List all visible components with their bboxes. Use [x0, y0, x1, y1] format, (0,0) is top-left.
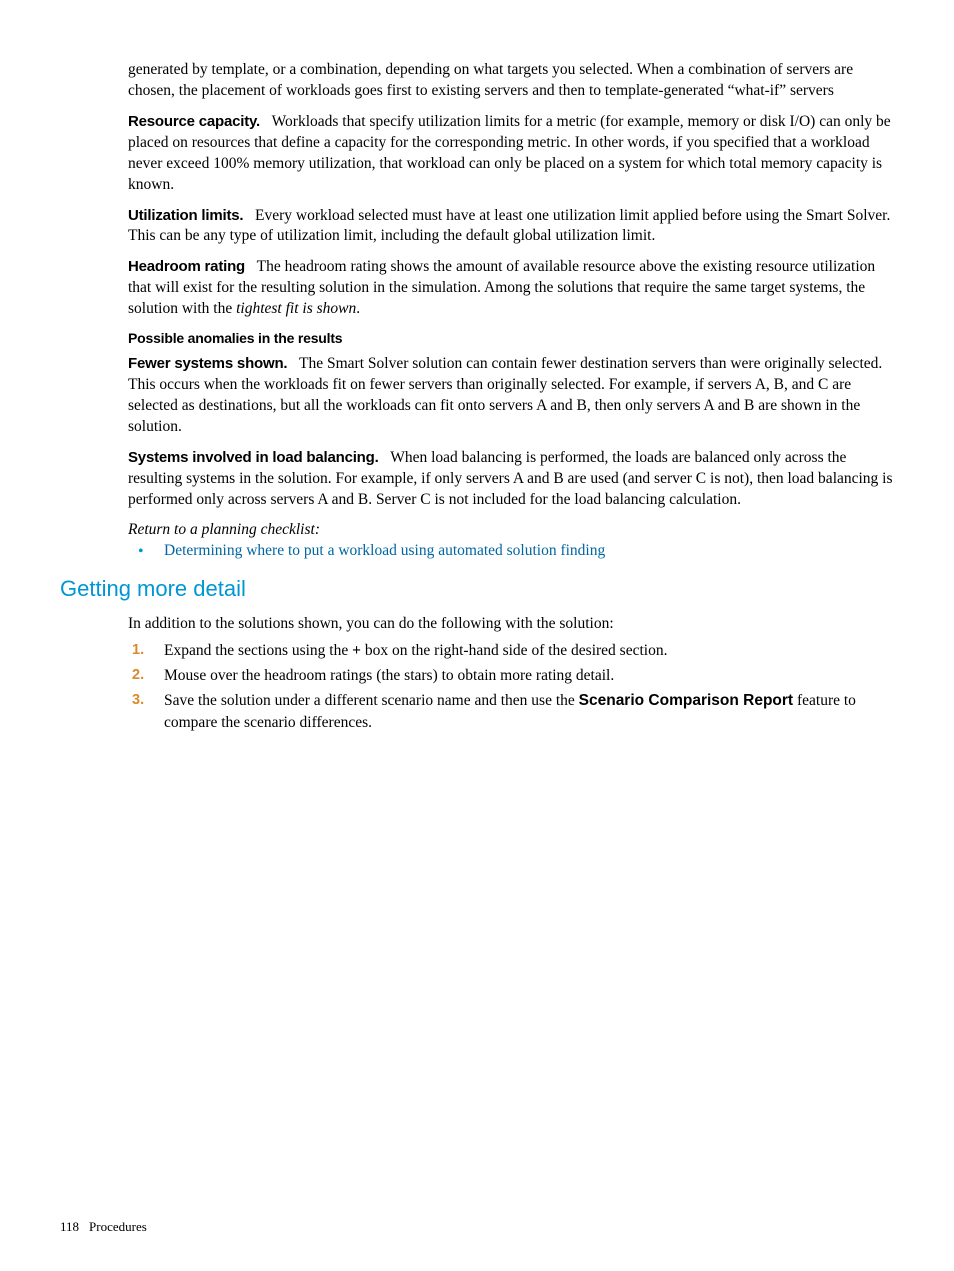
- utilization-limits-paragraph: Utilization limits. Every workload selec…: [128, 206, 894, 248]
- headroom-rating-em: tightest fit is shown: [236, 300, 356, 317]
- step1-before: Expand the sections using the: [164, 642, 352, 659]
- headroom-rating-label: Headroom rating: [128, 258, 245, 275]
- page-footer: 118 Procedures: [60, 1219, 147, 1235]
- utilization-limits-text: Every workload selected must have at lea…: [128, 207, 890, 245]
- headroom-rating-paragraph: Headroom rating The headroom rating show…: [128, 257, 894, 320]
- detail-step-3: Save the solution under a different scen…: [128, 690, 894, 733]
- anomalies-heading: Possible anomalies in the results: [128, 330, 894, 346]
- getting-more-detail-heading: Getting more detail: [60, 576, 894, 602]
- detail-step-1: Expand the sections using the + box on t…: [128, 640, 894, 662]
- checklist-return: Return to a planning checklist:: [128, 521, 894, 539]
- plus-icon: +: [352, 642, 361, 659]
- resource-capacity-paragraph: Resource capacity. Workloads that specif…: [128, 112, 894, 196]
- resource-capacity-label: Resource capacity.: [128, 113, 260, 130]
- step1-after: box on the right-hand side of the desire…: [361, 642, 667, 659]
- detail-intro: In addition to the solutions shown, you …: [128, 614, 894, 635]
- intro-paragraph: generated by template, or a combination,…: [128, 60, 894, 102]
- page-number: 118: [60, 1219, 79, 1234]
- detail-step-2: Mouse over the headroom ratings (the sta…: [128, 665, 894, 687]
- detail-steps: Expand the sections using the + box on t…: [128, 640, 894, 733]
- step3-before: Save the solution under a different scen…: [164, 692, 579, 709]
- fewer-systems-label: Fewer systems shown.: [128, 355, 287, 372]
- load-balancing-label: Systems involved in load balancing.: [128, 449, 379, 466]
- fewer-systems-paragraph: Fewer systems shown. The Smart Solver so…: [128, 354, 894, 438]
- footer-section: Procedures: [89, 1219, 147, 1234]
- checklist-list: Determining where to put a workload usin…: [128, 541, 894, 562]
- page-content: generated by template, or a combination,…: [0, 0, 954, 733]
- scenario-comparison-report-label: Scenario Comparison Report: [579, 692, 793, 709]
- checklist-item: Determining where to put a workload usin…: [128, 541, 894, 562]
- utilization-limits-label: Utilization limits.: [128, 207, 243, 224]
- checklist-link[interactable]: Determining where to put a workload usin…: [164, 542, 605, 559]
- load-balancing-paragraph: Systems involved in load balancing. When…: [128, 448, 894, 511]
- headroom-rating-text-after: .: [356, 300, 360, 317]
